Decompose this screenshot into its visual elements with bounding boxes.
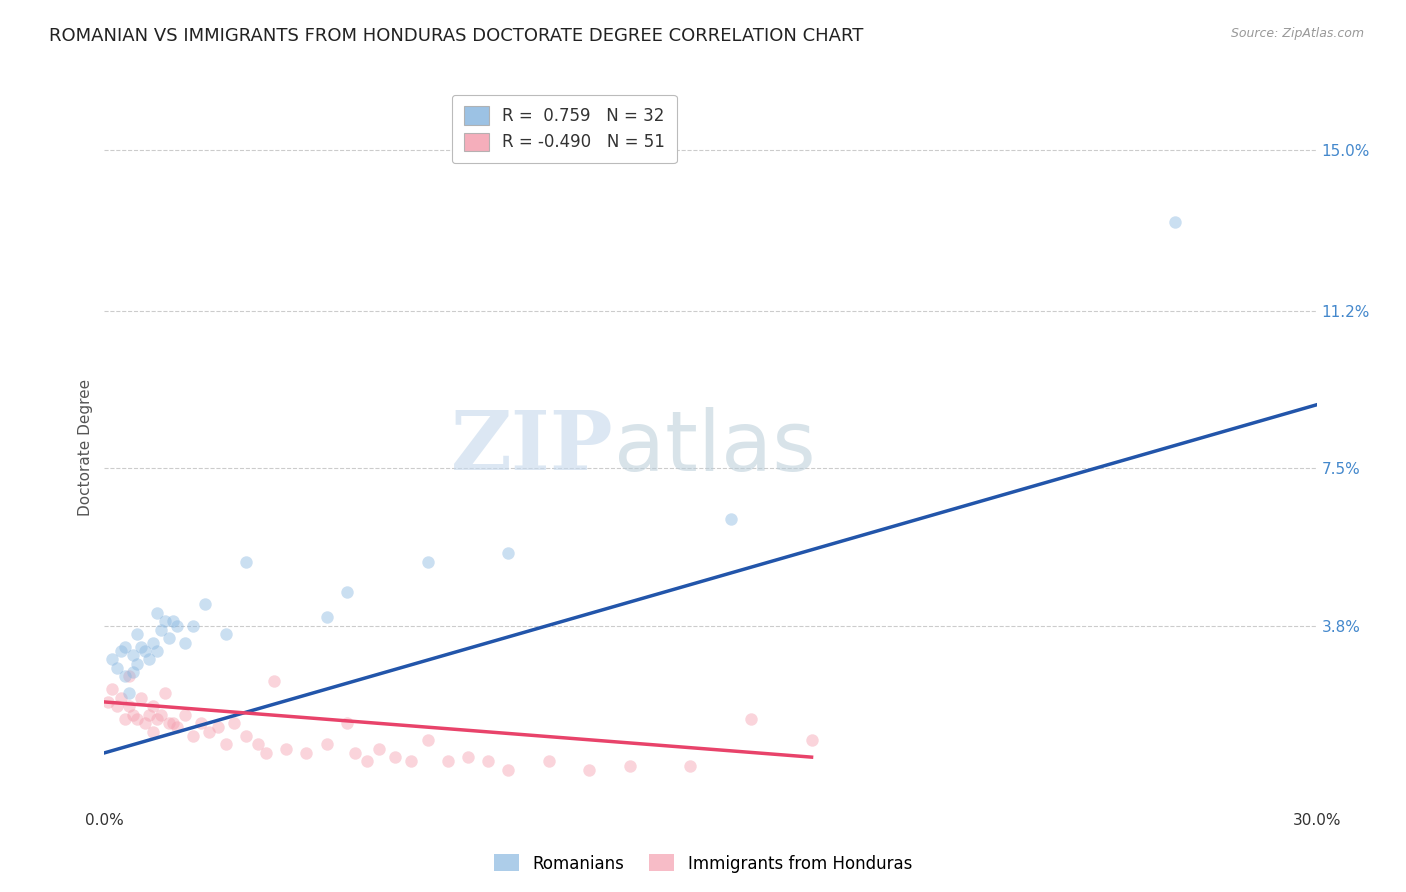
Point [121, 648, 143, 663]
Text: atlas: atlas [613, 407, 815, 488]
Point [105, 699, 128, 714]
Point [416, 555, 439, 569]
Point [162, 716, 184, 731]
Point [153, 686, 176, 700]
Text: ROMANIAN VS IMMIGRANTS FROM HONDURAS DOCTORATE DEGREE CORRELATION CHART: ROMANIAN VS IMMIGRANTS FROM HONDURAS DOC… [49, 27, 863, 45]
Point [416, 733, 439, 747]
Point [101, 682, 124, 697]
Point [146, 606, 169, 620]
Point [336, 584, 359, 599]
Point [125, 712, 148, 726]
Point [114, 640, 136, 654]
Point [356, 755, 378, 769]
Point [498, 763, 520, 777]
Point [142, 699, 165, 714]
Point [110, 644, 132, 658]
Point [315, 738, 337, 752]
Point [263, 673, 285, 688]
Point [343, 746, 366, 760]
Point [114, 669, 136, 683]
Point [149, 623, 172, 637]
Point [336, 716, 359, 731]
Legend: R =  0.759   N = 32, R = -0.490   N = 51: R = 0.759 N = 32, R = -0.490 N = 51 [453, 95, 676, 163]
Point [142, 724, 165, 739]
Point [114, 712, 136, 726]
Point [537, 755, 560, 769]
Point [174, 635, 197, 649]
Point [190, 716, 212, 731]
Point [149, 707, 172, 722]
Point [368, 741, 391, 756]
Point [477, 755, 499, 769]
Point [740, 712, 762, 726]
Point [181, 729, 204, 743]
Point [117, 669, 139, 683]
Text: Source: ZipAtlas.com: Source: ZipAtlas.com [1230, 27, 1364, 40]
Point [578, 763, 600, 777]
Point [720, 512, 742, 526]
Point [105, 661, 128, 675]
Point [619, 758, 641, 772]
Point [146, 644, 169, 658]
Point [97, 695, 120, 709]
Point [384, 750, 406, 764]
Point [138, 707, 160, 722]
Point [198, 724, 221, 739]
Point [498, 546, 520, 560]
Point [162, 615, 184, 629]
Point [1164, 215, 1187, 229]
Point [129, 690, 152, 705]
Point [166, 618, 188, 632]
Point [125, 627, 148, 641]
Point [214, 738, 236, 752]
Point [214, 627, 236, 641]
Point [134, 644, 156, 658]
Point [138, 652, 160, 666]
Point [194, 597, 217, 611]
Point [181, 618, 204, 632]
Point [401, 755, 423, 769]
Point [157, 716, 180, 731]
Text: ZIP: ZIP [451, 408, 613, 487]
Point [129, 640, 152, 654]
Point [800, 733, 823, 747]
Point [142, 635, 165, 649]
Point [207, 720, 229, 734]
Point [134, 716, 156, 731]
Point [101, 652, 124, 666]
Point [679, 758, 702, 772]
Point [222, 716, 245, 731]
Point [117, 686, 139, 700]
Point [166, 720, 188, 734]
Point [437, 755, 460, 769]
Point [315, 610, 337, 624]
Point [153, 615, 176, 629]
Point [146, 712, 169, 726]
Point [121, 665, 143, 680]
Legend: Romanians, Immigrants from Honduras: Romanians, Immigrants from Honduras [488, 847, 918, 880]
Point [276, 741, 298, 756]
Y-axis label: Doctorate Degree: Doctorate Degree [79, 379, 93, 516]
Point [235, 555, 257, 569]
Point [117, 699, 139, 714]
Point [254, 746, 277, 760]
Point [174, 707, 197, 722]
Point [125, 657, 148, 671]
Point [157, 632, 180, 646]
Point [457, 750, 479, 764]
Point [110, 690, 132, 705]
Point [235, 729, 257, 743]
Point [246, 738, 269, 752]
Point [295, 746, 318, 760]
Point [121, 707, 143, 722]
